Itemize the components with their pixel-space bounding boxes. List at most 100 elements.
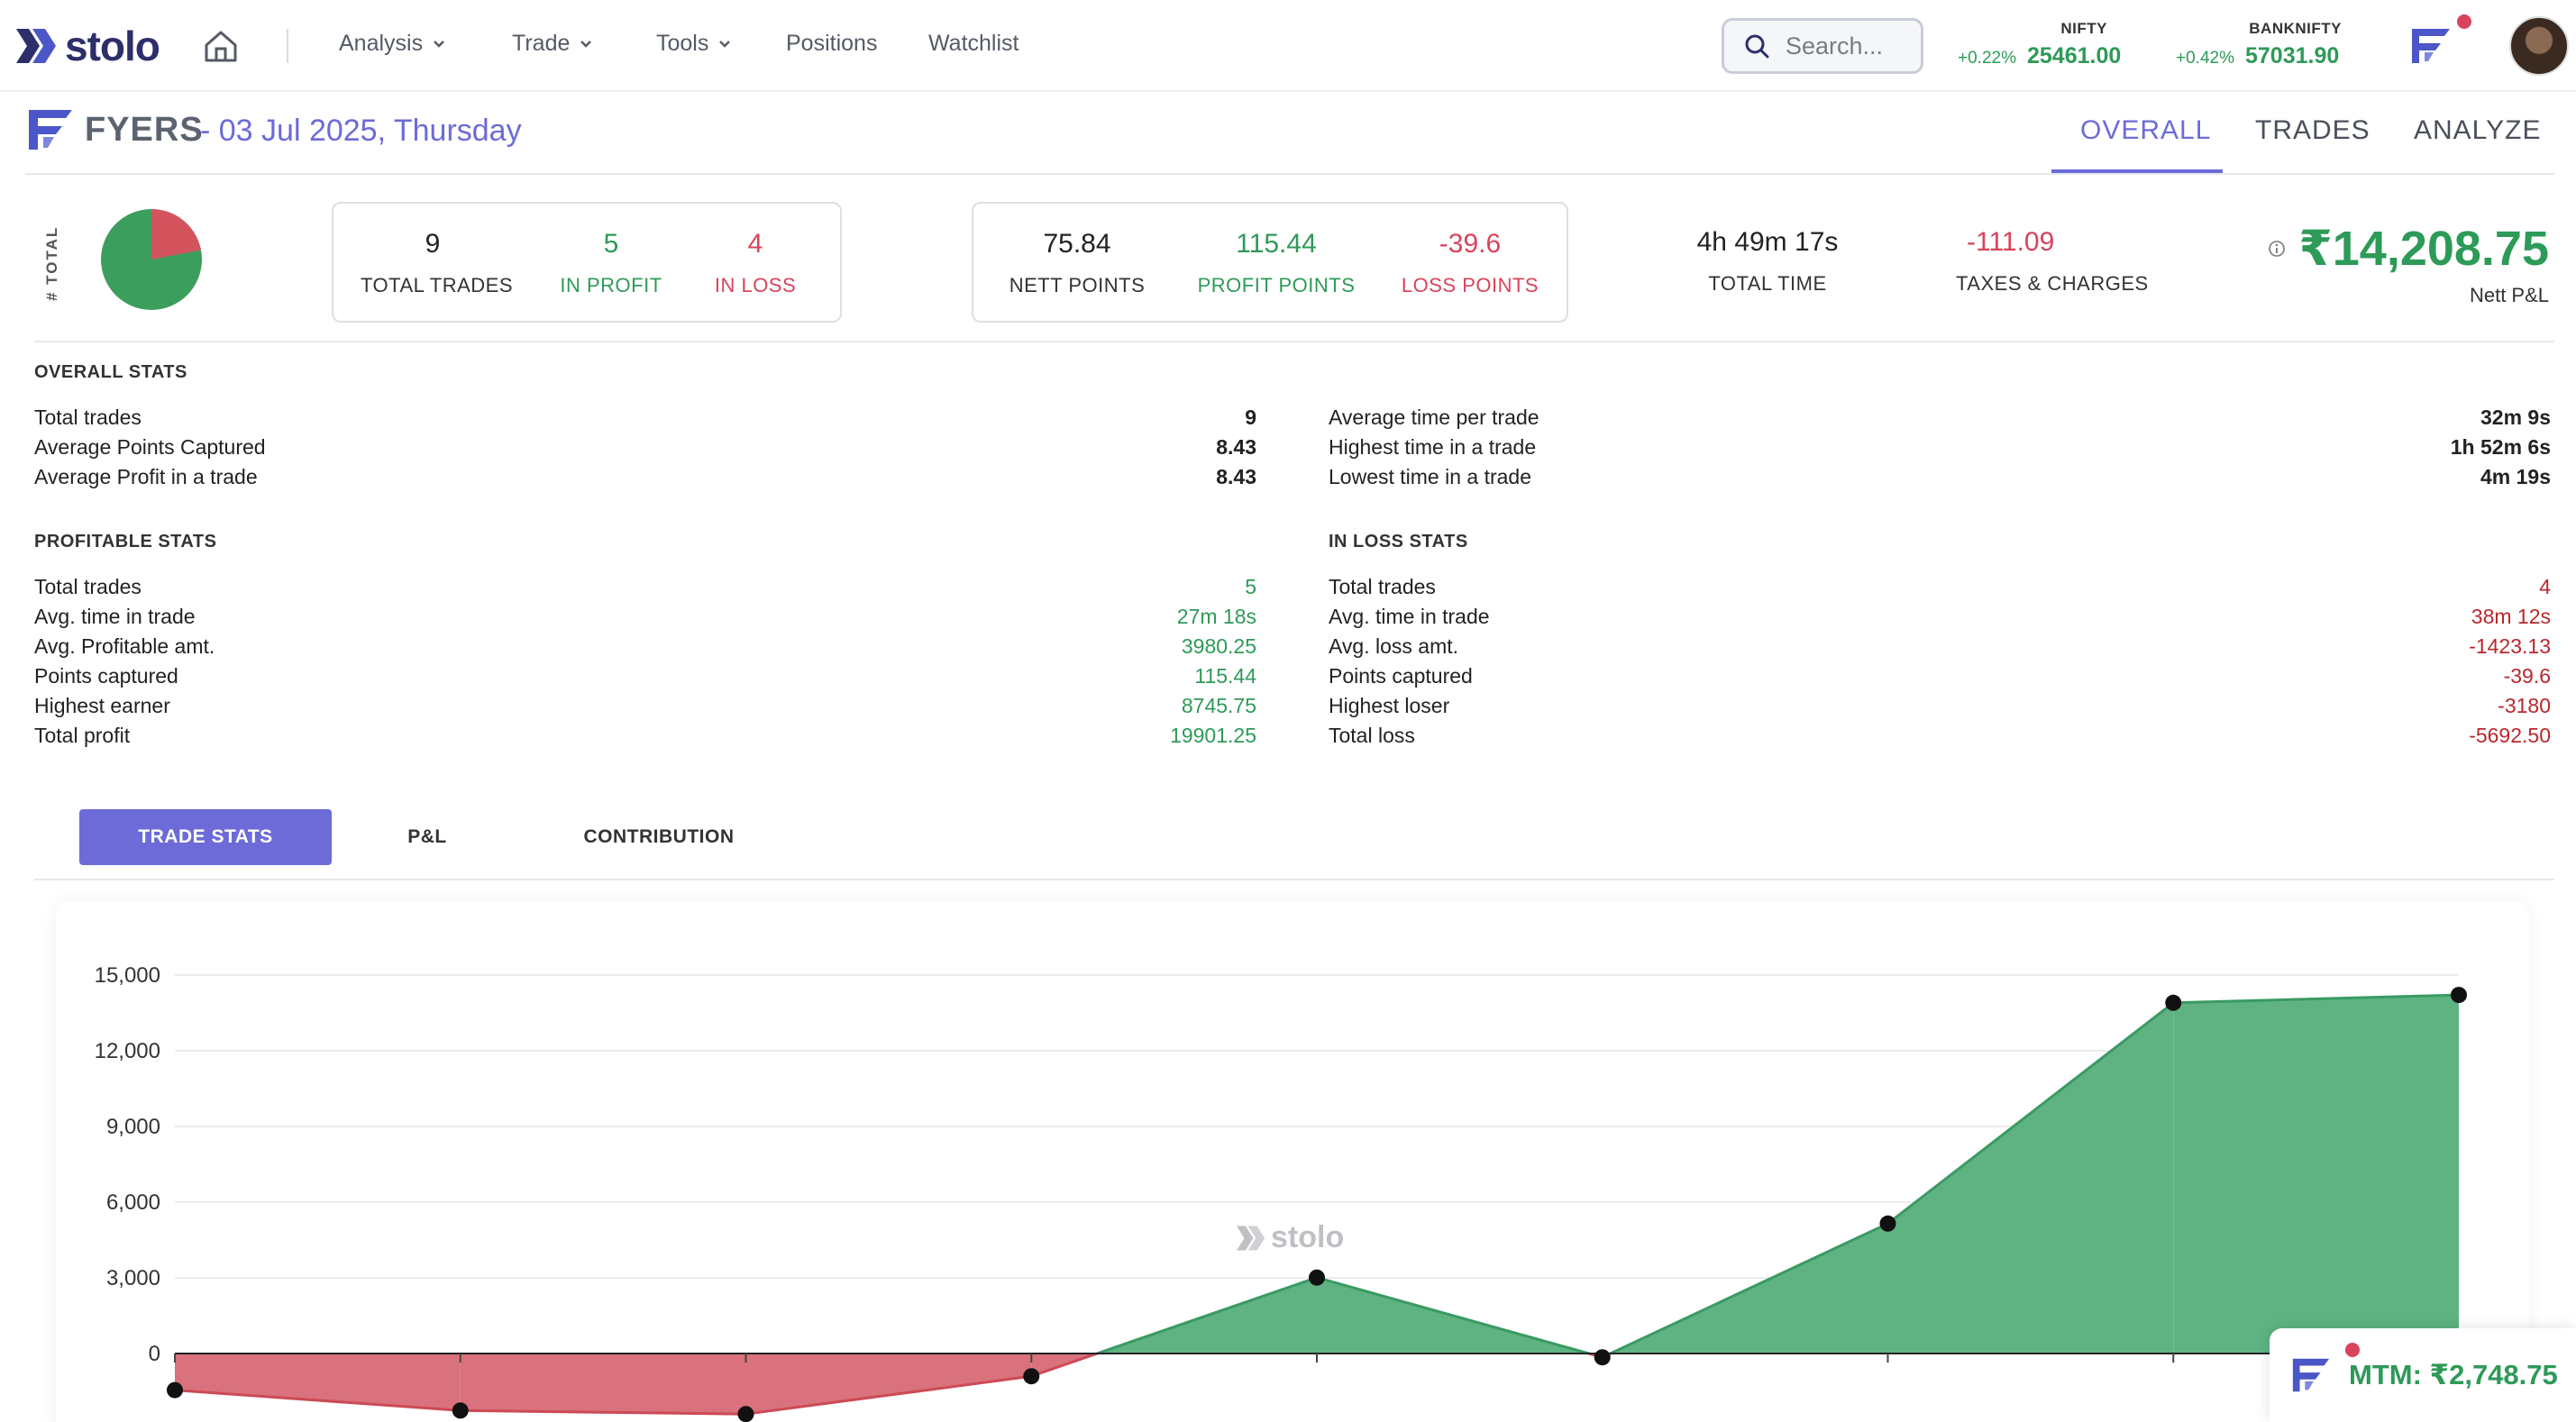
metric-value: 75.84: [1043, 229, 1111, 259]
stat-label: Total profit: [34, 724, 131, 747]
fyers-logo-icon: [29, 110, 72, 150]
ticker-change: +0.22%: [1958, 49, 2016, 68]
metric-taxes: -111.09 TAXES & CHARGES: [1956, 227, 2163, 296]
info-icon[interactable]: [2268, 240, 2286, 258]
nav-analysis[interactable]: Analysis: [339, 31, 446, 57]
stat-value: -39.6: [2503, 664, 2551, 688]
loss-stat-row: Avg. time in trade 38m 12s: [1329, 605, 2551, 632]
stat-label: Total trades: [34, 575, 142, 598]
metric-value: 115.44: [1236, 229, 1317, 259]
fyers-broker-icon[interactable]: [2408, 25, 2453, 67]
chevron-down-icon: [434, 40, 444, 48]
loss-stat-row: Avg. loss amt. -1423.13: [1329, 634, 2551, 661]
active-tab-indicator: [2051, 169, 2223, 174]
subtab-contribution[interactable]: CONTRIBUTION: [583, 826, 735, 847]
tab-analyze[interactable]: ANALYZE: [2414, 115, 2542, 145]
ticker-value: 25461.00: [2026, 43, 2122, 68]
metric-profit-points: 115.44 PROFIT POINTS: [1186, 229, 1366, 297]
stat-label: Average Points Captured: [34, 435, 266, 459]
metric-label: NETT POINTS: [1009, 274, 1146, 296]
divider: [34, 341, 2554, 342]
home-icon[interactable]: [202, 27, 240, 65]
chart-watermark: stolo: [1237, 1220, 1344, 1255]
profit-stat-row: Total profit 19901.25: [34, 724, 1256, 751]
stat-label: Avg. Profitable amt.: [34, 634, 215, 658]
stat-value: 27m 18s: [1176, 605, 1256, 628]
stat-label: Avg. time in trade: [1329, 605, 1490, 628]
metric-nett-points: 75.84 NETT POINTS: [991, 229, 1163, 297]
metric-label: IN LOSS: [714, 274, 797, 296]
overall-stat-row: Average time per trade 32m 9s: [1329, 406, 2551, 433]
avatar[interactable]: [2509, 16, 2569, 76]
stat-value: 8.43: [1216, 435, 1256, 459]
mtm-widget[interactable]: MTM: ₹2,748.75: [2270, 1328, 2576, 1422]
stat-label: Avg. loss amt.: [1329, 634, 1459, 658]
notification-dot: [2457, 14, 2471, 29]
metric-total-trades: 9 TOTAL TRADES: [361, 229, 514, 297]
stat-value: 115.44: [1194, 664, 1256, 688]
stat-label: Total loss: [1329, 724, 1415, 747]
stat-label: Lowest time in a trade: [1329, 465, 1532, 488]
metric-value: 9: [425, 229, 441, 259]
stat-value: 9: [1245, 406, 1256, 429]
profit-stat-row: Avg. time in trade 27m 18s: [34, 605, 1256, 632]
overall-stats-title: OVERALL STATS: [34, 362, 187, 382]
profit-stat-row: Avg. Profitable amt. 3980.25: [34, 634, 1256, 661]
nav-trade[interactable]: Trade: [512, 31, 593, 57]
stat-label: Highest earner: [34, 694, 170, 717]
top-nav: stolo Analysis Trade Tools Positions Wat…: [0, 0, 2576, 92]
metric-label: LOSS POINTS: [1401, 274, 1539, 296]
overall-stat-row: Average Points Captured 8.43: [34, 435, 1256, 462]
loss-stats-title: IN LOSS STATS: [1329, 532, 1468, 551]
stolo-logo[interactable]: stolo: [16, 23, 160, 69]
metric-label: IN PROFIT: [560, 274, 662, 296]
stat-label: Highest loser: [1329, 694, 1450, 717]
metric-value: -39.6: [1439, 229, 1502, 259]
ticker-name: NIFTY: [2060, 20, 2107, 37]
metric-label: TOTAL TRADES: [361, 274, 514, 296]
nav-watchlist[interactable]: Watchlist: [928, 31, 1019, 57]
tab-overall[interactable]: OVERALL: [2080, 115, 2212, 145]
nett-pnl-value: ₹14,208.75: [2298, 222, 2549, 276]
search-box[interactable]: [1722, 18, 1923, 74]
profitable-stats-title: PROFITABLE STATS: [34, 532, 217, 551]
profit-stat-row: Highest earner 8745.75: [34, 694, 1256, 721]
stat-value: -3180: [2498, 694, 2551, 717]
stat-value: 1h 52m 6s: [2450, 435, 2551, 459]
nav-tools[interactable]: Tools: [656, 31, 732, 57]
tab-trades[interactable]: TRADES: [2255, 115, 2370, 145]
subtab-pnl[interactable]: P&L: [407, 826, 447, 847]
nett-pnl-label: Nett P&L: [2469, 284, 2549, 306]
overall-stat-row: Lowest time in a trade 4m 19s: [1329, 465, 2551, 492]
profit-stat-row: Points captured 115.44: [34, 664, 1256, 691]
overall-stat-row: Highest time in a trade 1h 52m 6s: [1329, 435, 2551, 462]
stat-label: Total trades: [1329, 575, 1436, 598]
ticker-name: BANKNIFTY: [2249, 20, 2342, 37]
stat-label: Avg. time in trade: [34, 605, 196, 628]
metric-in-loss: 4 IN LOSS: [683, 229, 827, 297]
stat-value: 32m 9s: [2480, 406, 2551, 429]
page-header: FYERS - 03 Jul 2025, Thursday OVERALL TR…: [0, 92, 2576, 175]
loss-stat-row: Total trades 4: [1329, 575, 2551, 602]
nav-divider: [287, 29, 288, 63]
search-input[interactable]: [1786, 32, 1921, 60]
stat-label: Points captured: [34, 664, 178, 688]
trades-card: 9 TOTAL TRADES 5 IN PROFIT 4 IN LOSS: [332, 202, 842, 323]
stat-label: Total trades: [34, 406, 142, 429]
points-card: 75.84 NETT POINTS 115.44 PROFIT POINTS -…: [972, 202, 1568, 323]
ticker-nifty[interactable]: NIFTY +0.22% 25461.00: [1958, 20, 2138, 69]
stat-value: 8.43: [1216, 465, 1256, 488]
metric-value: -111.09: [1967, 227, 2055, 257]
stat-value: 4: [2539, 575, 2551, 598]
search-icon: [1745, 34, 1769, 59]
loss-stat-row: Total loss -5692.50: [1329, 724, 2551, 751]
stat-value: -5692.50: [2469, 724, 2551, 747]
nav-tools-label: Tools: [656, 31, 709, 56]
ticker-value: 57031.90: [2244, 43, 2340, 68]
nav-positions[interactable]: Positions: [786, 31, 877, 57]
fyers-broker-icon: [2292, 1358, 2330, 1392]
stat-value: 38m 12s: [2471, 605, 2551, 628]
ticker-banknifty[interactable]: BANKNIFTY +0.42% 57031.90: [2176, 20, 2352, 69]
summary-row: # TOTAL 9 TOTAL TRADES 5 IN PROFIT 4 IN …: [0, 175, 2576, 342]
subtab-trade-stats[interactable]: TRADE STATS: [79, 809, 332, 865]
